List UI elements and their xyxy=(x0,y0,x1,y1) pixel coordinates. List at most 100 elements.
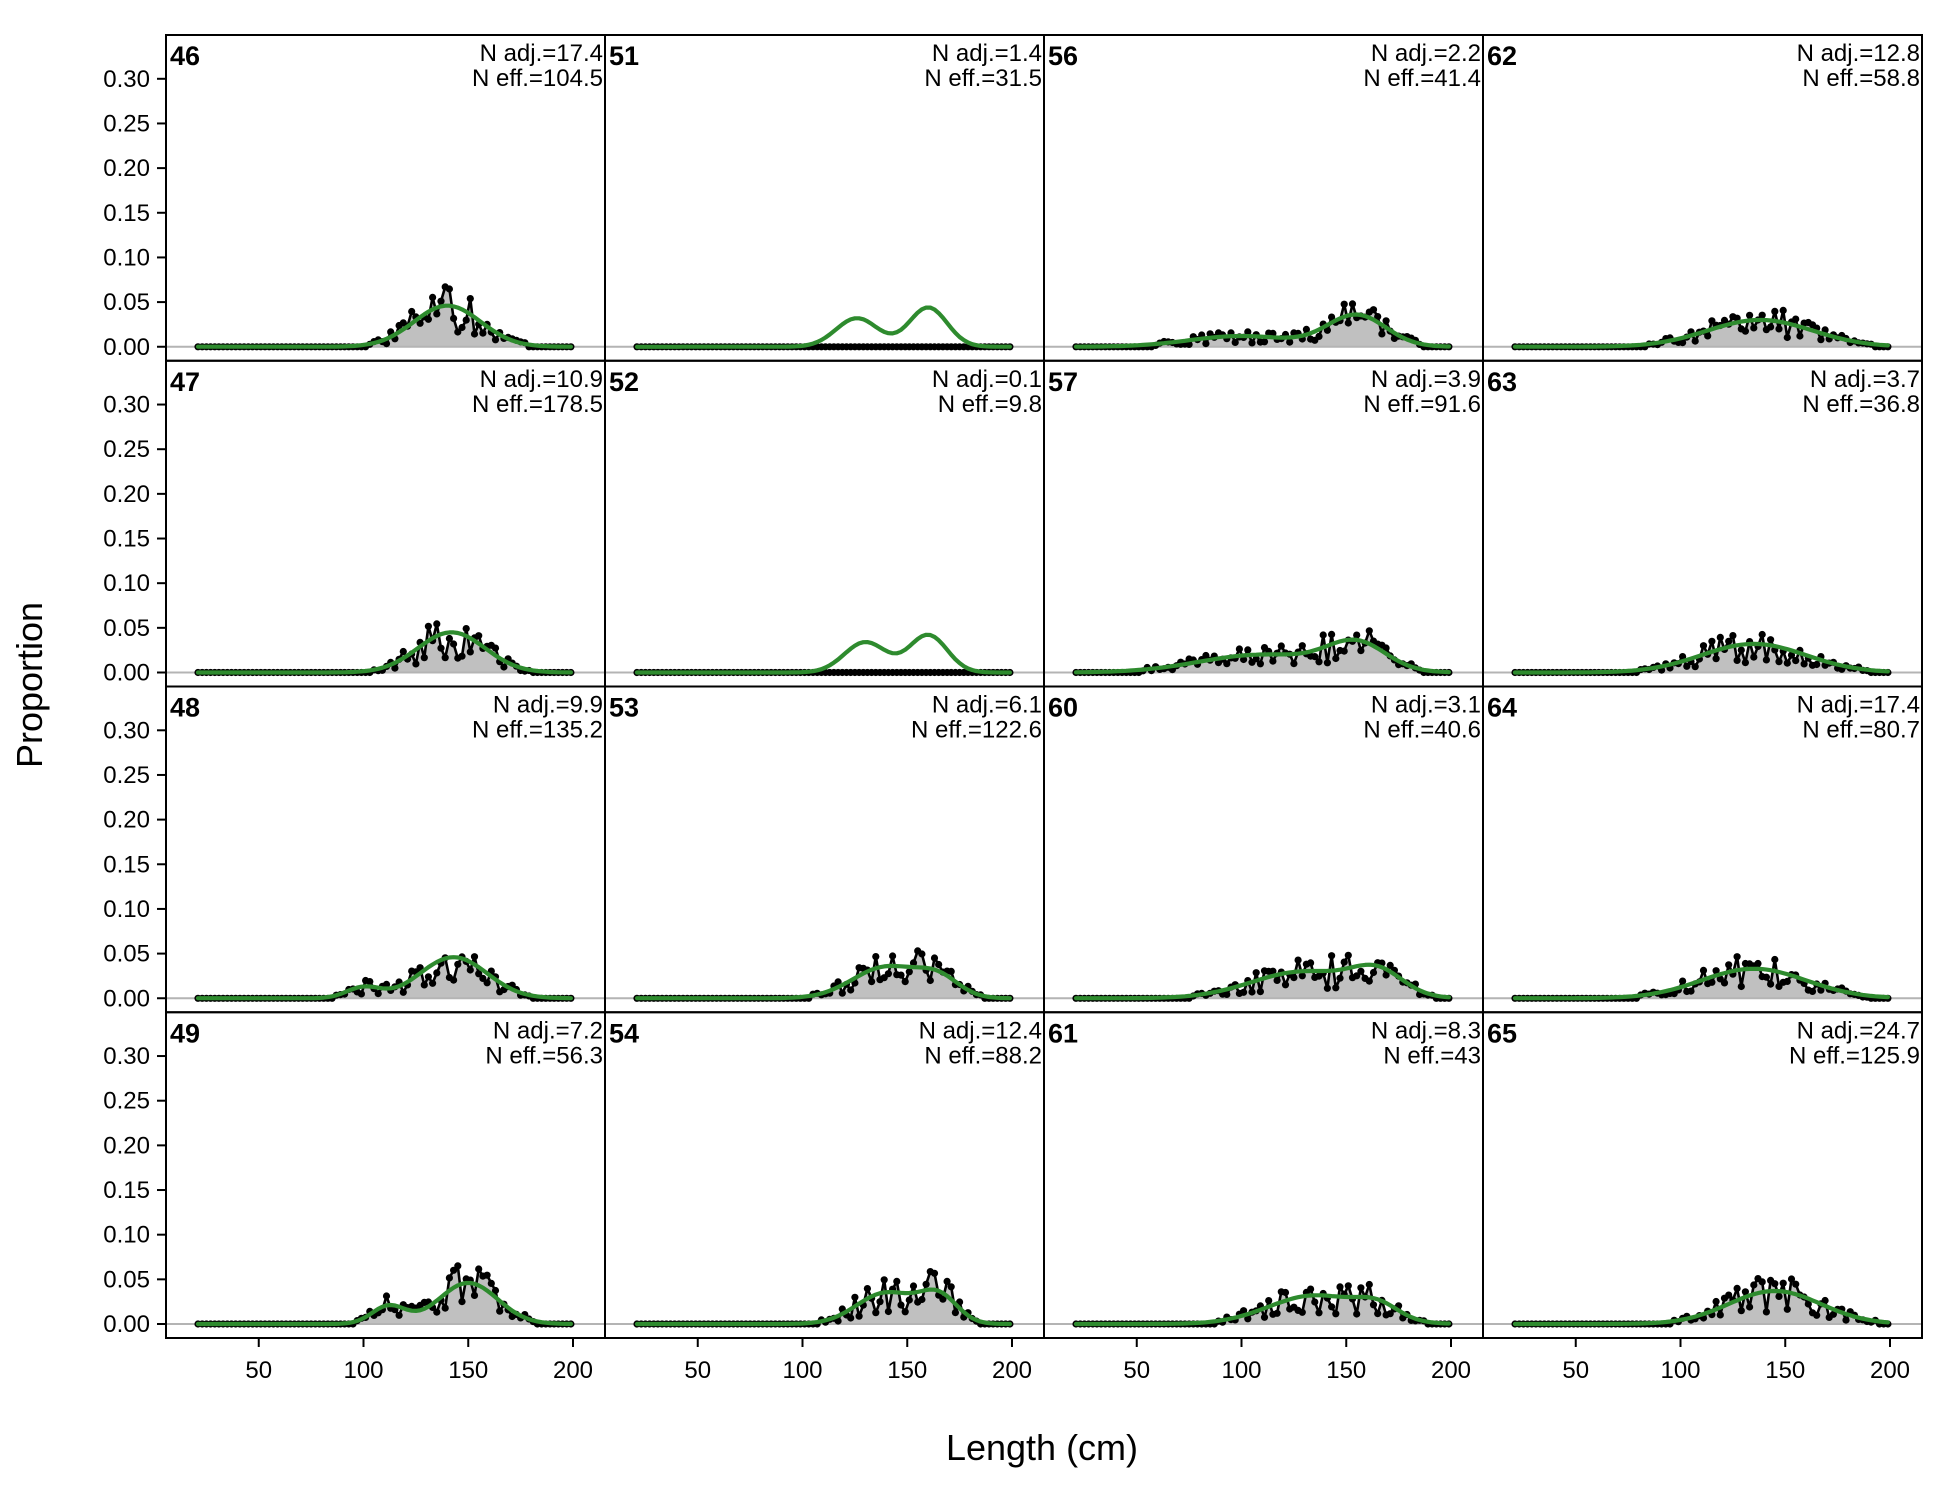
panel-56: 56 N adj.=2.2N eff.=41.4 xyxy=(1043,34,1484,362)
y-axis: 0.00 0.05 0.10 0.15 0.20 0.25 0.30 xyxy=(103,717,166,1012)
panel-60: 60 N adj.=3.1N eff.=40.6 xyxy=(1043,685,1484,1014)
observed-point xyxy=(1382,644,1390,652)
observed-point xyxy=(1699,642,1708,650)
observed-point xyxy=(1340,647,1348,655)
panel-n-adj: N adj.=3.9 xyxy=(1371,366,1481,393)
observed-point xyxy=(454,328,462,336)
observed-point xyxy=(1353,631,1361,639)
panel-n-adj: N adj.=2.2 xyxy=(1371,40,1481,67)
observed-point xyxy=(918,1295,926,1304)
observed-point xyxy=(1725,1291,1733,1299)
observed-point xyxy=(880,1276,888,1284)
observed-point xyxy=(1344,1282,1352,1290)
observed-point xyxy=(847,986,855,994)
expected-line xyxy=(634,963,1012,1001)
observed-point xyxy=(1783,333,1791,342)
x-tick-label: 200 xyxy=(553,1357,593,1384)
y-tick-label: 0.30 xyxy=(103,66,150,93)
observed-point xyxy=(437,297,445,305)
panel-id: 52 xyxy=(609,367,639,397)
panel-n-eff: N eff.=104.5 xyxy=(472,65,603,92)
panel-n-eff: N eff.=40.6 xyxy=(1363,717,1481,744)
observed-point xyxy=(1796,332,1804,340)
observed-point xyxy=(466,966,474,974)
panel-n-eff: N eff.=58.8 xyxy=(1802,65,1920,92)
observed-point xyxy=(458,1298,466,1306)
observed-point xyxy=(1240,1307,1248,1315)
x-axis: 50 100 150 200 xyxy=(684,1338,1032,1384)
panel-n-adj: N adj.=0.1 xyxy=(932,366,1042,393)
y-tick-label: 0.30 xyxy=(103,1043,150,1070)
observed-point xyxy=(1311,1298,1319,1306)
observed-point xyxy=(500,663,508,671)
expected-line xyxy=(1073,1293,1451,1327)
y-tick-label: 0.15 xyxy=(103,1177,150,1204)
observed-point xyxy=(1733,953,1741,961)
observed-point xyxy=(1248,339,1256,347)
observed-point xyxy=(893,1277,901,1285)
observed-point xyxy=(491,336,500,344)
x-tick-label: 150 xyxy=(448,1357,488,1384)
expected-line xyxy=(195,955,573,1001)
observed-point xyxy=(433,620,441,628)
observed-point xyxy=(1332,984,1340,992)
observed-point xyxy=(429,293,437,301)
observed-point xyxy=(1758,630,1766,639)
observed-point xyxy=(1775,325,1783,333)
x-tick-label: 100 xyxy=(782,1357,822,1384)
observed-point xyxy=(1813,660,1821,669)
observed-point xyxy=(876,1298,884,1306)
x-tick-label: 100 xyxy=(1221,1357,1261,1384)
panel-n-eff: N eff.=36.8 xyxy=(1802,391,1920,418)
observed-point xyxy=(462,316,470,324)
y-tick-label: 0.20 xyxy=(103,807,150,834)
y-tick-label: 0.25 xyxy=(103,1088,150,1115)
observed-point xyxy=(445,634,453,643)
observed-point xyxy=(1775,1292,1783,1300)
observed-point xyxy=(943,1277,951,1285)
panel-n-eff: N eff.=9.8 xyxy=(938,391,1042,418)
observed-point xyxy=(1800,660,1808,668)
observed-point xyxy=(1281,981,1290,989)
panel-n-adj: N adj.=12.8 xyxy=(1797,40,1920,67)
observed-point xyxy=(441,1304,449,1312)
panel-id: 57 xyxy=(1048,367,1078,397)
observed-point xyxy=(1679,977,1687,985)
observed-point xyxy=(1202,651,1210,660)
observed-point xyxy=(901,978,909,986)
observed-point xyxy=(1750,1281,1758,1289)
y-tick-label: 0.05 xyxy=(103,289,150,316)
observed-point xyxy=(1290,974,1298,982)
observed-point xyxy=(1787,651,1796,659)
panel-46: 46 N adj.=17.4N eff.=104.5 xyxy=(165,34,606,362)
panel-n-adj: N adj.=1.4 xyxy=(932,40,1042,67)
observed-point xyxy=(1808,987,1817,996)
observed-point xyxy=(458,323,466,332)
observed-point xyxy=(1353,1310,1361,1318)
observed-point xyxy=(1332,654,1340,663)
y-tick-label: 0.15 xyxy=(103,851,150,878)
observed-point xyxy=(1307,959,1315,967)
observed-point xyxy=(445,1274,453,1282)
observed-point xyxy=(947,1283,955,1291)
observed-point xyxy=(863,1285,872,1293)
observed-point xyxy=(930,954,939,962)
observed-point xyxy=(1771,1280,1779,1288)
panel-n-adj: N adj.=6.1 xyxy=(932,692,1042,719)
observed-point xyxy=(1741,1288,1749,1296)
observed-point xyxy=(1252,655,1260,663)
expected-line xyxy=(634,632,1012,675)
x-tick-label: 100 xyxy=(1660,1357,1700,1384)
observed-point xyxy=(1767,323,1775,331)
panel-n-adj: N adj.=9.9 xyxy=(493,692,603,719)
observed-point xyxy=(1775,658,1783,666)
observed-point xyxy=(1244,328,1252,336)
observed-point xyxy=(1365,1280,1373,1289)
x-tick-label: 150 xyxy=(1326,1357,1366,1384)
observed-point xyxy=(1323,659,1331,667)
observed-point xyxy=(1754,959,1762,968)
observed-point xyxy=(424,622,432,630)
panel-id: 63 xyxy=(1487,367,1517,397)
observed-point xyxy=(399,647,407,656)
observed-point xyxy=(884,970,893,978)
